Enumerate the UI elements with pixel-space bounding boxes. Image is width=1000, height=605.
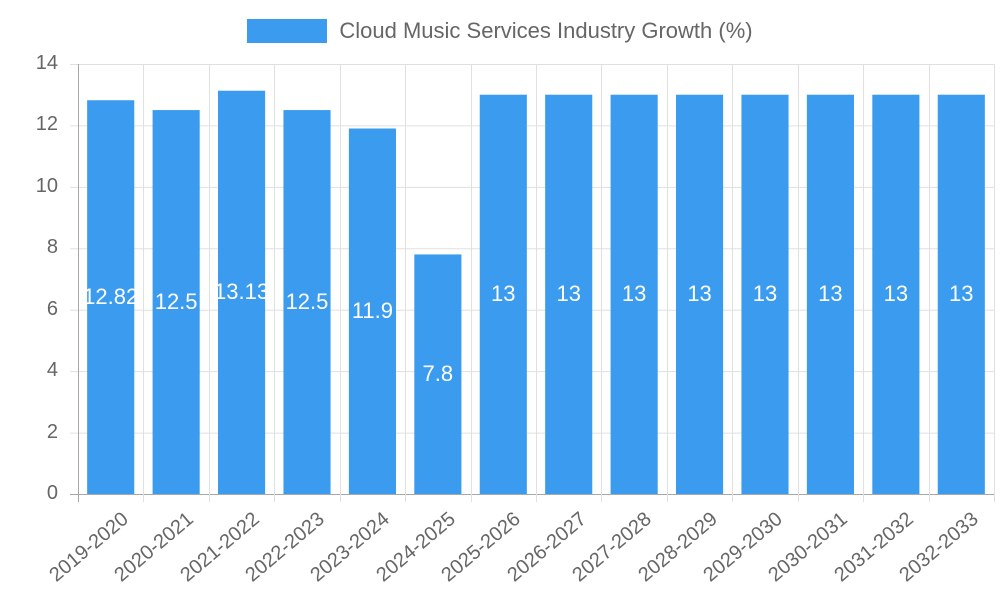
bar-value-label: 13: [621, 281, 647, 307]
legend-label[interactable]: Cloud Music Services Industry Growth (%): [339, 18, 753, 43]
bar[interactable]: [545, 94, 593, 494]
bar[interactable]: [283, 110, 331, 495]
bar-value-label: 7.8: [422, 361, 454, 387]
y-tick-label: 8: [46, 236, 58, 259]
bar-value-label: 13: [818, 281, 843, 307]
bar-value-label: 12.5: [154, 289, 198, 315]
bar[interactable]: [414, 254, 462, 494]
bar-value-label: 12.82: [83, 284, 139, 310]
bar[interactable]: [610, 94, 658, 494]
y-tick-label: 6: [46, 297, 58, 320]
bar[interactable]: [87, 100, 135, 494]
bar-value-label: 11.9: [351, 298, 393, 324]
bar-value-label: 13.13: [214, 279, 270, 305]
chart-legend: Cloud Music Services Industry Growth (%): [0, 18, 1000, 44]
bar[interactable]: [676, 94, 724, 494]
bar[interactable]: [479, 94, 527, 494]
bar[interactable]: [152, 110, 200, 495]
bar-value-label: 13: [752, 281, 778, 307]
bar-value-label: 13: [491, 281, 516, 307]
bar[interactable]: [218, 90, 266, 494]
bar-value-label: 13: [556, 281, 581, 307]
y-tick-label: 12: [35, 113, 58, 136]
bar[interactable]: [806, 94, 854, 494]
y-tick-label: 14: [35, 52, 58, 74]
bar-value-label: 12.5: [285, 289, 329, 315]
y-tick-label: 4: [46, 359, 58, 382]
y-tick-label: 10: [35, 174, 58, 197]
bar-value-label: 13: [949, 281, 974, 307]
bar[interactable]: [872, 94, 920, 494]
bar-value-label: 13: [883, 281, 909, 307]
bar[interactable]: [741, 94, 789, 494]
legend-swatch[interactable]: [247, 19, 328, 43]
bar[interactable]: [937, 94, 985, 494]
bar[interactable]: [348, 128, 396, 495]
bar-value-label: 13: [687, 281, 712, 307]
y-tick-label: 2: [46, 420, 58, 443]
y-tick-label: 0: [46, 482, 58, 504]
